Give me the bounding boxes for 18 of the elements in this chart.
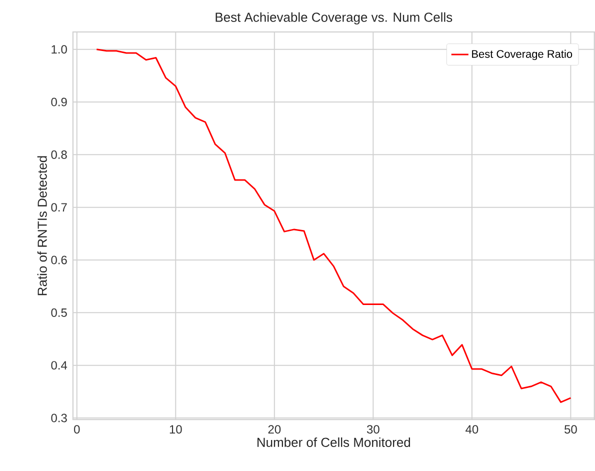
- x-tick-label: 40: [466, 425, 478, 434]
- x-tick-label: 30: [366, 425, 380, 434]
- x-tick-label: 10: [170, 425, 182, 434]
- y-tick-label: 0.8: [51, 150, 67, 160]
- x-tick-label: 20: [268, 425, 281, 434]
- y-tick-label: 0.4: [51, 361, 68, 370]
- chart-title: Best Achievable Coverage vs. Num Cells: [216, 12, 452, 25]
- x-tick-label: 0: [74, 425, 80, 434]
- y-tick-label: 0.3: [51, 414, 67, 422]
- y-tick-label: 0.9: [51, 98, 67, 106]
- y-tick-label: 0.6: [51, 256, 67, 264]
- legend-label: Best Coverage Ratio: [472, 50, 572, 60]
- x-axis-title: Number of Cells Monitored: [258, 438, 410, 448]
- y-tick-label: 0.5: [51, 308, 67, 318]
- y-tick-label: 0.7: [51, 203, 67, 212]
- y-tick-label: 1.0: [52, 45, 67, 54]
- y-axis-title: Ratio of RNTIs Detected: [37, 156, 47, 296]
- x-tick-label: 50: [564, 425, 577, 434]
